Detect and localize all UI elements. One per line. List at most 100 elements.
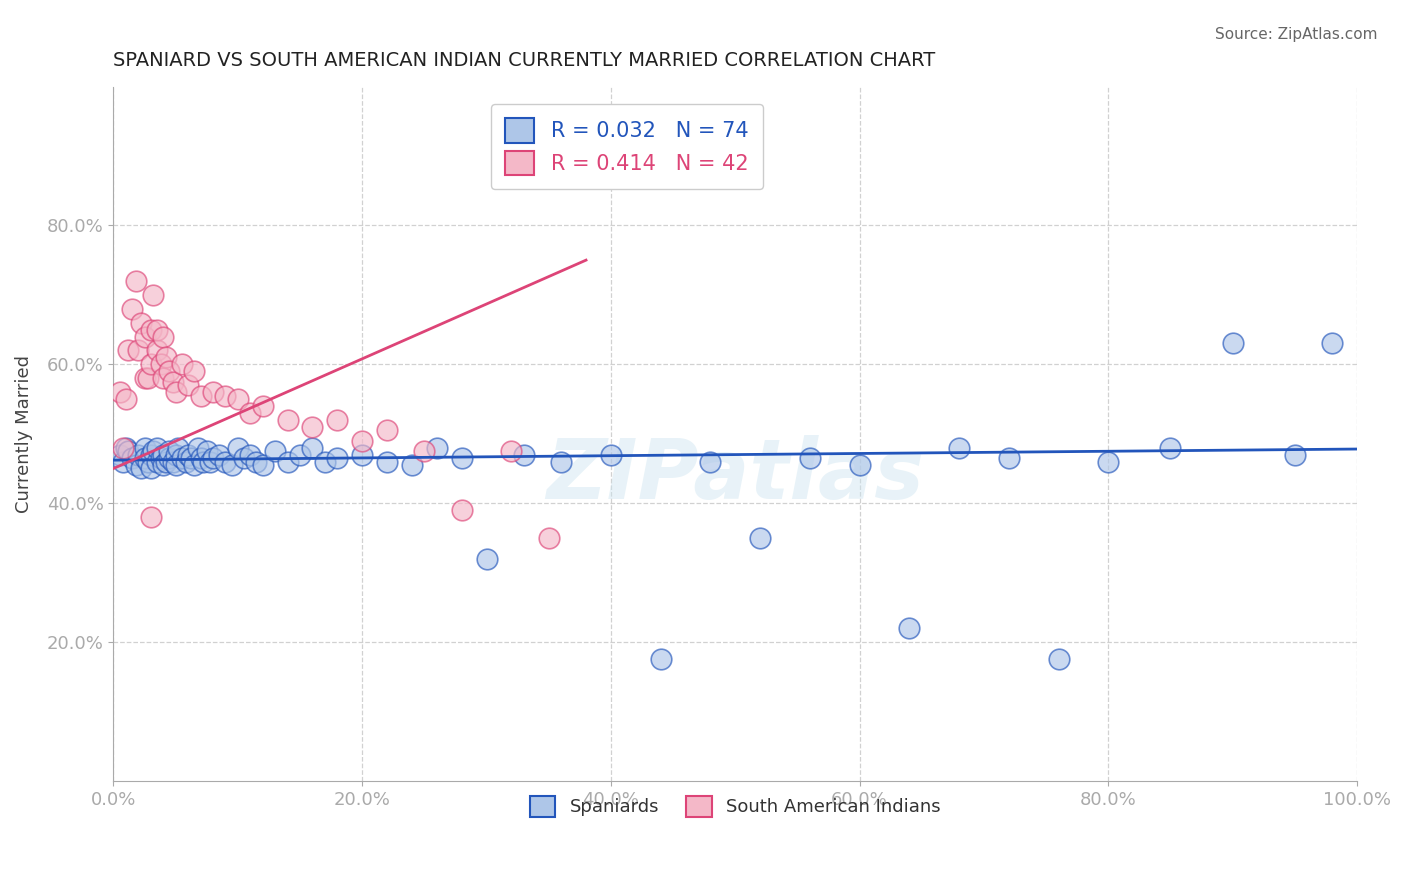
Point <box>152 371 174 385</box>
Point <box>162 454 184 468</box>
Point <box>170 451 193 466</box>
Point <box>537 531 560 545</box>
Point <box>200 454 222 468</box>
Point <box>108 385 131 400</box>
Point <box>183 458 205 472</box>
Point <box>190 451 212 466</box>
Point <box>201 451 224 466</box>
Point <box>152 448 174 462</box>
Point <box>848 458 870 472</box>
Point <box>326 413 349 427</box>
Legend: Spaniards, South American Indians: Spaniards, South American Indians <box>523 789 948 824</box>
Text: ZIPatlas: ZIPatlas <box>547 435 924 516</box>
Point <box>233 451 256 466</box>
Point <box>314 454 336 468</box>
Point <box>121 451 143 466</box>
Point <box>277 454 299 468</box>
Point <box>112 454 135 468</box>
Point <box>699 454 721 468</box>
Point <box>134 371 156 385</box>
Point <box>129 461 152 475</box>
Point <box>450 503 472 517</box>
Point <box>475 551 498 566</box>
Point <box>450 451 472 466</box>
Point <box>239 406 262 420</box>
Point <box>155 454 177 468</box>
Point <box>152 458 174 472</box>
Point <box>1222 336 1244 351</box>
Point <box>149 451 172 466</box>
Point <box>142 444 165 458</box>
Point <box>127 343 149 358</box>
Point <box>426 441 449 455</box>
Point <box>599 448 621 462</box>
Point <box>152 329 174 343</box>
Point <box>139 357 162 371</box>
Point <box>146 322 169 336</box>
Point <box>108 448 131 462</box>
Point <box>375 454 398 468</box>
Point <box>115 441 138 455</box>
Point <box>201 385 224 400</box>
Point <box>301 419 323 434</box>
Point <box>375 423 398 437</box>
Point <box>134 451 156 466</box>
Point <box>139 448 162 462</box>
Point <box>136 371 159 385</box>
Point <box>1097 454 1119 468</box>
Point <box>142 288 165 302</box>
Point <box>139 322 162 336</box>
Point <box>136 454 159 468</box>
Point <box>513 448 536 462</box>
Point <box>183 364 205 378</box>
Point <box>352 434 374 448</box>
Point <box>252 458 274 472</box>
Point <box>650 652 672 666</box>
Point <box>245 454 267 468</box>
Point <box>1284 448 1306 462</box>
Point <box>159 444 181 458</box>
Point <box>177 448 200 462</box>
Point <box>214 388 236 402</box>
Point <box>139 510 162 524</box>
Point <box>1047 652 1070 666</box>
Point <box>191 454 214 468</box>
Point <box>221 458 243 472</box>
Point <box>1320 336 1343 351</box>
Point <box>413 444 436 458</box>
Point <box>134 329 156 343</box>
Point <box>998 451 1021 466</box>
Point <box>208 448 231 462</box>
Point <box>125 274 148 288</box>
Point <box>134 441 156 455</box>
Point <box>277 413 299 427</box>
Point <box>226 441 249 455</box>
Point <box>180 451 202 466</box>
Point <box>214 454 236 468</box>
Point <box>301 441 323 455</box>
Point <box>550 454 572 468</box>
Point <box>195 444 218 458</box>
Point <box>127 448 149 462</box>
Point <box>1159 441 1181 455</box>
Point <box>948 441 970 455</box>
Point <box>146 343 169 358</box>
Point <box>165 458 187 472</box>
Point <box>501 444 523 458</box>
Point <box>264 444 287 458</box>
Point <box>239 448 262 462</box>
Point <box>799 451 821 466</box>
Text: SPANIARD VS SOUTH AMERICAN INDIAN CURRENTLY MARRIED CORRELATION CHART: SPANIARD VS SOUTH AMERICAN INDIAN CURREN… <box>114 51 936 70</box>
Point <box>190 388 212 402</box>
Point <box>162 375 184 389</box>
Point <box>129 316 152 330</box>
Point <box>165 385 187 400</box>
Point <box>326 451 349 466</box>
Point <box>125 458 148 472</box>
Point <box>117 343 139 358</box>
Point <box>159 364 181 378</box>
Point <box>187 441 209 455</box>
Point <box>139 461 162 475</box>
Point <box>898 621 921 635</box>
Point <box>155 351 177 365</box>
